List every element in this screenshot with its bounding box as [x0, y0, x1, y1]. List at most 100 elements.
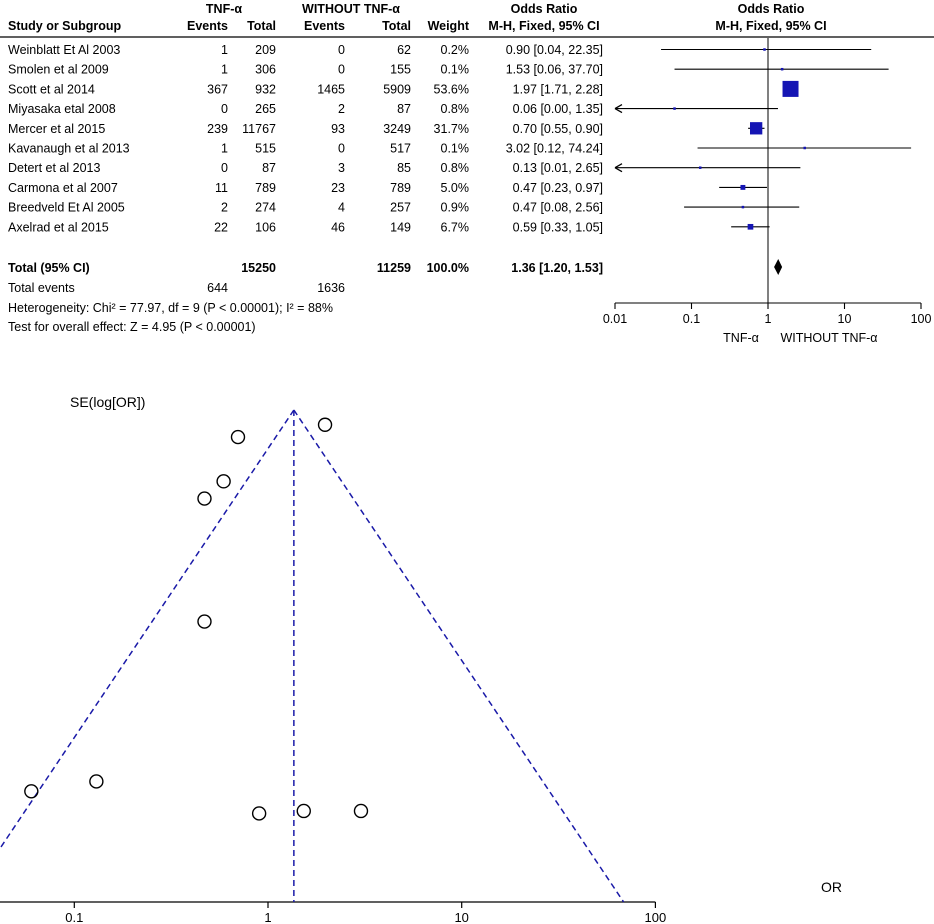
ci-arrow-left	[614, 104, 623, 114]
header-total-2: Total	[382, 19, 411, 33]
study-total-control: 5909	[383, 82, 411, 96]
study-weight: 0.1%	[441, 142, 470, 156]
study-events-control: 0	[338, 142, 345, 156]
study-name: Breedveld Et Al 2005	[8, 201, 125, 215]
forest-marks	[614, 38, 912, 303]
study-point	[197, 614, 212, 629]
study-name: Smolen et al 2009	[8, 63, 109, 77]
study-events-treatment: 11	[215, 181, 228, 195]
study-point	[230, 429, 246, 445]
study-events-treatment: 0	[221, 102, 228, 116]
weight-square	[780, 67, 784, 71]
study-total-treatment: 265	[255, 102, 276, 116]
forest-axis: 0.01 0.1 1 10 100	[603, 302, 932, 326]
study-total-treatment: 306	[255, 63, 276, 77]
study-total-control: 149	[390, 220, 411, 234]
total-n-control: 11259	[377, 261, 411, 275]
study-events-control: 0	[338, 63, 345, 77]
study-point	[216, 474, 231, 489]
study-name: Weinblatt Et Al 2003	[8, 43, 120, 57]
weight-square	[747, 223, 754, 230]
study-point	[197, 491, 212, 506]
study-ci: 3.02 [0.12, 74.24]	[506, 142, 603, 156]
header-weight: Weight	[428, 19, 470, 33]
study-total-treatment: 106	[255, 220, 276, 234]
study-ci: 0.70 [0.55, 0.90]	[513, 122, 603, 136]
funnel-ylabel: SE(log[OR])	[70, 394, 145, 410]
study-total-control: 517	[390, 142, 411, 156]
study-ci: 1.53 [0.06, 37.70]	[506, 63, 603, 77]
header-group-control: WITHOUT TNF-α	[302, 2, 400, 16]
study-events-treatment: 22	[214, 220, 228, 234]
forest-tick-label: 10	[838, 312, 852, 326]
study-events-control: 0	[338, 43, 345, 57]
ci-arrow-left	[614, 163, 623, 173]
header-or-right: Odds Ratio	[738, 2, 805, 16]
study-total-treatment: 515	[255, 142, 276, 156]
study-name: Mercer et al 2015	[8, 122, 105, 136]
forest-tick-label: 0.01	[603, 312, 627, 326]
study-name: Carmona et al 2007	[8, 181, 118, 195]
study-total-control: 62	[397, 43, 411, 57]
study-total-treatment: 11767	[242, 122, 276, 136]
header-events-2: Events	[304, 19, 345, 33]
forest-tick-label: 0.1	[683, 312, 700, 326]
study-total-control: 87	[397, 102, 411, 116]
study-events-control: 23	[331, 181, 345, 195]
forest-tick-label: 100	[911, 312, 932, 326]
weight-square	[740, 184, 746, 190]
favours-control-label: WITHOUT TNF-α	[780, 331, 877, 345]
header-total-1: Total	[247, 19, 276, 33]
study-events-treatment: 2	[221, 201, 228, 215]
study-ci: 0.90 [0.04, 22.35]	[506, 43, 603, 57]
study-rows: Weinblatt Et Al 2003 1 209 0 62 0.2% 0.90 [0.0…	[8, 43, 603, 234]
funnel-xlabel: OR	[821, 879, 842, 895]
study-point	[353, 803, 369, 819]
study-total-treatment: 274	[255, 201, 276, 215]
study-events-control: 2	[338, 102, 345, 116]
study-weight: 31.7%	[434, 122, 469, 136]
funnel-right-boundary	[293, 409, 625, 903]
study-name: Detert et al 2013	[8, 161, 100, 175]
funnel-x-tick-label: 100	[645, 910, 667, 924]
weight-square	[741, 205, 745, 209]
header-group-treatment: TNF-α	[206, 2, 242, 16]
funnel-x-tick-label: 10	[454, 910, 468, 924]
weight-square	[749, 122, 763, 135]
study-weight: 53.6%	[434, 82, 469, 96]
study-events-control: 93	[331, 122, 345, 136]
header-events-1: Events	[187, 19, 228, 33]
study-name: Axelrad et al 2015	[8, 220, 109, 234]
study-weight: 0.2%	[441, 43, 470, 57]
study-total-treatment: 789	[255, 181, 276, 195]
study-events-control: 1465	[317, 82, 345, 96]
study-name: Miyasaka etal 2008	[8, 102, 116, 116]
study-total-treatment: 87	[262, 161, 276, 175]
study-weight: 0.8%	[441, 102, 470, 116]
weight-square	[763, 48, 766, 51]
study-events-treatment: 1	[221, 43, 228, 57]
study-events-treatment: 239	[207, 122, 228, 136]
study-weight: 0.8%	[441, 161, 470, 175]
study-total-control: 257	[390, 201, 411, 215]
total-weight: 100.0%	[427, 261, 469, 275]
study-ci: 0.13 [0.01, 2.65]	[513, 161, 603, 175]
weight-square	[698, 166, 702, 169]
funnel-x-tick-label: 0.1	[65, 910, 83, 924]
total-events-label: Total events	[8, 281, 75, 295]
study-ci: 0.47 [0.23, 0.97]	[513, 181, 603, 195]
total-diamond	[774, 259, 783, 275]
funnel-lines	[0, 409, 625, 903]
study-total-treatment: 209	[255, 43, 276, 57]
header-or-left: Odds Ratio	[511, 2, 578, 16]
study-total-control: 789	[390, 181, 411, 195]
study-events-treatment: 0	[221, 161, 228, 175]
study-name: Scott et al 2014	[8, 82, 95, 96]
study-events-treatment: 1	[221, 142, 228, 156]
study-events-control: 4	[338, 201, 345, 215]
total-events-treatment: 644	[207, 281, 228, 295]
study-ci: 1.97 [1.71, 2.28]	[513, 82, 603, 96]
study-events-treatment: 1	[221, 63, 228, 77]
